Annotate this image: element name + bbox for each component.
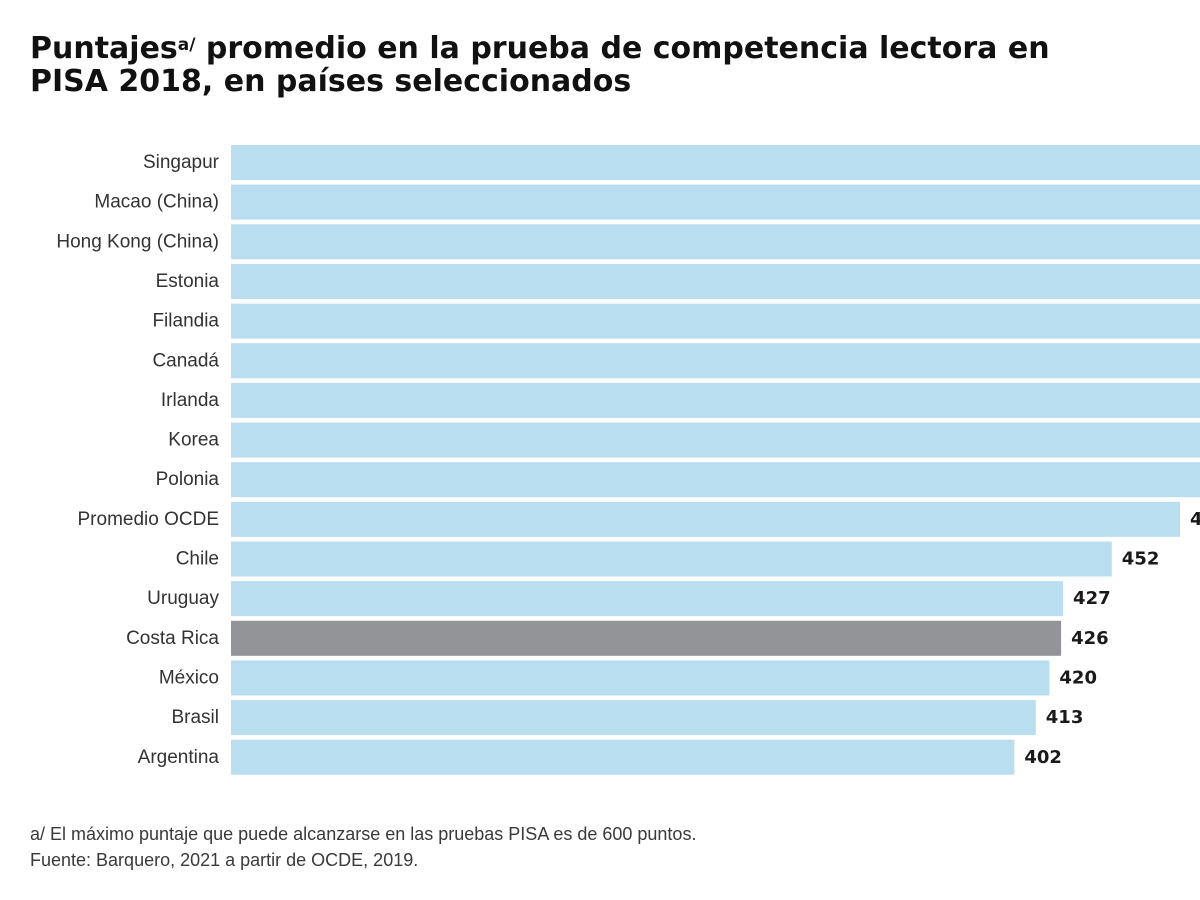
- value-label-chile: 452: [1122, 549, 1160, 570]
- value-label-uruguay: 427: [1073, 588, 1111, 609]
- chart-title-main: Puntajes: [30, 31, 178, 66]
- bar-promedio-ocde: [231, 501, 1180, 537]
- category-label-hong-kong-china: Hong Kong (China): [56, 231, 219, 252]
- category-label-estonia: Estonia: [156, 271, 220, 292]
- bar-korea: [231, 422, 1200, 458]
- bar-irlanda: [231, 382, 1200, 418]
- value-label-argentina: 402: [1024, 747, 1062, 768]
- bar-argentina: [231, 739, 1015, 775]
- source-text: Fuente: Barquero, 2021 a partir de OCDE,…: [30, 850, 419, 870]
- bar-hong-kong-china: [231, 224, 1200, 260]
- value-label-brasil: 413: [1046, 707, 1084, 728]
- chart-notes: a/ El máximo puntaje que puede alcanzars…: [30, 821, 696, 873]
- category-label-costa-rica: Costa Rica: [126, 628, 219, 649]
- category-label-brasil: Brasil: [171, 707, 219, 728]
- bar-costa-rica: [231, 620, 1062, 656]
- bar-chile: [231, 541, 1112, 577]
- bar-macao-china: [231, 184, 1200, 220]
- chart-title-rest: promedio en la prueba de competencia lec…: [30, 31, 1050, 99]
- bar-uruguay: [231, 581, 1064, 617]
- value-label-promedio-ocde: 487: [1190, 509, 1200, 530]
- category-label-singapur: Singapur: [143, 152, 220, 173]
- chart-title-footnote-marker: a/: [177, 35, 196, 55]
- category-label-korea: Korea: [168, 430, 219, 451]
- value-label-costa-rica: 426: [1071, 628, 1109, 649]
- category-label-irlanda: Irlanda: [161, 390, 220, 411]
- category-label-chile: Chile: [176, 549, 219, 570]
- category-label-macao-china: Macao (China): [94, 192, 219, 213]
- value-label-mexico: 420: [1059, 667, 1097, 688]
- footnote-text: a/ El máximo puntaje que puede alcanzars…: [30, 824, 697, 844]
- chart-title: Puntajesa/ promedio en la prueba de comp…: [30, 32, 1130, 98]
- bar-polonia: [231, 462, 1200, 498]
- bar-filandia: [231, 303, 1200, 339]
- bar-mexico: [231, 660, 1050, 696]
- bar-chart: Singapur549Macao (China)525Hong Kong (Ch…: [56, 145, 1200, 775]
- category-label-promedio-ocde: Promedio OCDE: [78, 509, 220, 530]
- category-label-canada: Canadá: [152, 350, 219, 371]
- bar-canada: [231, 343, 1200, 379]
- bar-estonia: [231, 263, 1200, 299]
- bar-singapur: [231, 145, 1200, 180]
- category-label-argentina: Argentina: [138, 747, 220, 768]
- category-label-uruguay: Uruguay: [147, 588, 219, 609]
- bar-brasil: [231, 700, 1036, 736]
- category-label-polonia: Polonia: [156, 469, 220, 490]
- category-label-mexico: México: [159, 667, 219, 688]
- category-label-filandia: Filandia: [152, 311, 219, 332]
